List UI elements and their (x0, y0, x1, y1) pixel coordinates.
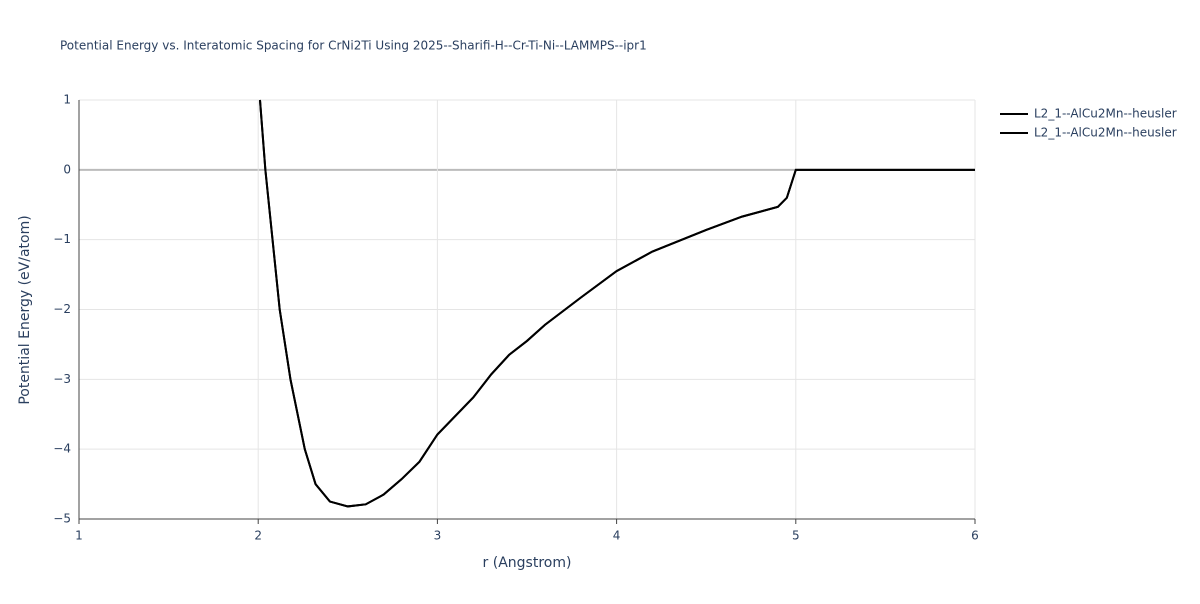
chart-title: Potential Energy vs. Interatomic Spacing… (60, 39, 647, 53)
x-tick-label: 6 (971, 529, 979, 543)
x-tick-label: 1 (75, 529, 83, 543)
x-axis-title: r (Angstrom) (483, 555, 572, 571)
y-tick-label: −2 (53, 302, 71, 316)
x-tick-label: 5 (792, 529, 800, 543)
y-tick-label: −1 (53, 232, 71, 246)
x-tick-label: 2 (254, 529, 262, 543)
y-axis-title: Potential Energy (eV/atom) (17, 215, 33, 404)
y-tick-label: 0 (63, 162, 71, 176)
y-tick-label: −5 (53, 512, 71, 526)
legend-label: L2_1--AlCu2Mn--heusler (1034, 107, 1177, 121)
line-series (258, 99, 975, 508)
y-tick-label: 1 (63, 93, 71, 107)
x-tick-label: 3 (434, 529, 442, 543)
line-series (258, 99, 975, 508)
y-tick-label: −4 (53, 442, 71, 456)
legend-label: L2_1--AlCu2Mn--heusler (1034, 126, 1177, 140)
y-tick-label: −3 (53, 372, 71, 386)
x-tick-label: 4 (613, 529, 621, 543)
